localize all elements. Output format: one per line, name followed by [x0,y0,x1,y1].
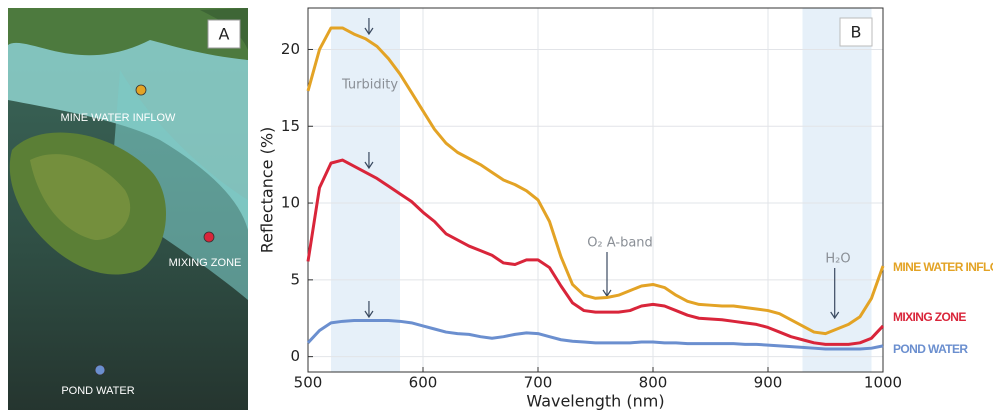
site-marker [135,84,147,96]
arrow-head [364,161,374,170]
aerial-photo [8,8,248,410]
series-line [306,319,884,351]
site-label: MIXING ZONE [169,257,242,269]
x-tick-label: 1000 [864,374,902,392]
x-tick-label: 700 [524,374,553,392]
annotation: Turbidity [341,78,398,93]
legend-label: MIXING ZONE [893,310,966,324]
y-tick-label: 20 [281,40,300,58]
panel-label-box [839,17,873,47]
series-line [306,26,885,336]
series-line [306,158,885,346]
site-marker [94,364,106,376]
y-axis-label: Reflectance (%) [258,127,277,254]
y-tick-label: 0 [290,347,300,365]
y-tick-label: 15 [281,117,300,135]
arrow-head [364,27,374,36]
x-tick-label: 900 [754,374,783,392]
site-marker [203,231,215,243]
annotation: O₂ A-band [587,236,653,251]
site-label: MINE WATER INFLOW [61,112,177,124]
x-axis-label: Wavelength (nm) [526,392,664,411]
legend-label: POND WATER [893,342,968,356]
highlight-band [802,8,872,372]
panel-label: B [851,23,862,42]
site-label: POND WATER [61,385,134,397]
legend-label: MINE WATER INFLOW [893,260,993,274]
plot-frame [307,7,884,373]
x-tick-label: 800 [639,374,668,392]
x-tick-label: 600 [409,374,438,392]
y-tick-label: 5 [290,270,300,288]
arrow-head [364,310,374,319]
panel-label: A [219,25,230,44]
arrow-head [830,311,840,320]
panel-label-box [207,19,241,49]
annotation: H₂O [825,252,850,267]
x-tick-label: 500 [294,374,323,392]
y-tick-label: 10 [281,194,300,212]
